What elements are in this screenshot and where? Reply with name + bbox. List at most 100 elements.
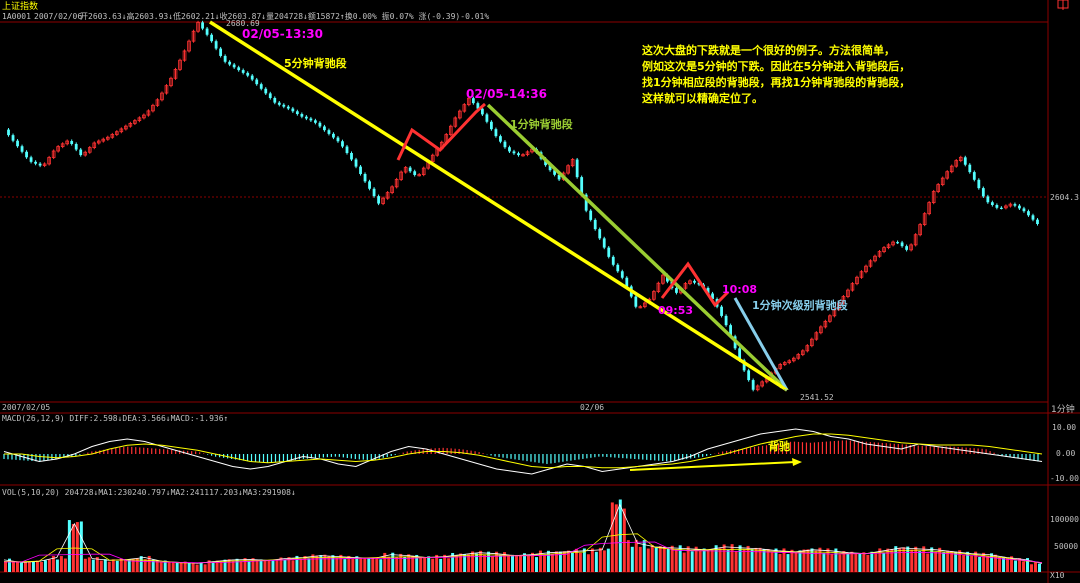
candle-down	[264, 88, 268, 94]
candle-up	[56, 146, 60, 152]
volume-bar	[782, 548, 786, 572]
candle-down	[359, 166, 362, 174]
volume-bar	[902, 547, 906, 572]
volume-bar	[938, 547, 942, 572]
volume-bar	[519, 555, 522, 572]
candle-down	[286, 106, 290, 109]
volume-bar	[115, 560, 119, 572]
volume-bar	[766, 549, 770, 572]
volume-bar	[1014, 560, 1018, 572]
volume-bar	[523, 553, 526, 572]
candle-down	[589, 210, 593, 220]
diff-line	[3, 428, 1043, 475]
candle-up	[169, 77, 173, 87]
volume-bar	[383, 552, 387, 572]
volume-bar	[223, 559, 227, 572]
candle-up	[927, 202, 931, 215]
volume-bar	[239, 561, 243, 572]
volume-bar	[574, 548, 578, 572]
volume-bar	[395, 557, 399, 572]
candle-up	[922, 213, 927, 225]
candle-down	[291, 108, 295, 112]
explanation-note: 这次大盘的下跌就是一个很好的例子。方法很简单， 例如这次是5分钟的下跌。因此在5…	[642, 43, 910, 105]
volume-bar	[403, 556, 407, 572]
volume-bar	[87, 557, 91, 572]
volume-bar	[387, 556, 391, 572]
candle-down	[363, 173, 367, 182]
volume-bar	[834, 548, 838, 572]
candle-up	[42, 163, 47, 166]
candle-up	[417, 174, 421, 177]
low-price-label: 2541.52	[800, 393, 834, 402]
volume-bar	[167, 561, 171, 572]
candle-up	[155, 99, 160, 106]
volume-bar	[954, 551, 958, 572]
candle-up	[1004, 205, 1008, 209]
candle-down	[575, 159, 579, 178]
volume-bar	[7, 558, 11, 572]
volume-bar	[175, 561, 179, 572]
candle-down	[972, 172, 976, 180]
candle-up	[805, 345, 810, 352]
candle-down	[548, 165, 552, 171]
volume-bar	[363, 557, 367, 572]
volume-bar	[686, 546, 690, 572]
candle-up	[119, 128, 124, 133]
volume-bar	[846, 553, 850, 572]
candle-up	[151, 104, 155, 112]
candle-up	[164, 85, 169, 94]
candle-down	[625, 277, 629, 287]
volume-bar	[499, 555, 503, 572]
candle-up	[83, 151, 88, 156]
candle-down	[999, 207, 1003, 209]
quote-date: 2007/02/06	[34, 12, 82, 21]
candle-up	[945, 171, 950, 179]
volume-bar	[123, 559, 127, 572]
right-price-label: 2604.3	[1050, 193, 1079, 202]
volume-bar	[443, 554, 447, 572]
volume-bar	[119, 558, 123, 572]
candle-down	[1031, 215, 1035, 220]
volume-bar	[375, 557, 379, 572]
volume-bar	[399, 553, 403, 572]
candle-down	[372, 188, 376, 197]
candle-up	[688, 280, 692, 285]
volume-bar	[826, 548, 830, 572]
corner-marker-icon	[1057, 0, 1069, 9]
volume-bar	[107, 561, 111, 572]
volume-bar	[495, 551, 499, 572]
volume-bar	[646, 548, 650, 572]
volume-bar	[479, 550, 483, 572]
volume-bar	[726, 549, 730, 572]
candle-up	[101, 138, 106, 142]
volume-bar	[183, 561, 187, 572]
candle-up	[954, 160, 959, 167]
candle-down	[79, 149, 83, 156]
volume-bar	[702, 548, 706, 572]
candle-down	[350, 153, 353, 160]
volume-bar	[910, 549, 914, 572]
volume-bar	[778, 553, 782, 572]
volume-bar	[215, 560, 219, 572]
candle-up	[882, 247, 886, 252]
candle-up	[832, 309, 837, 317]
candle-up	[458, 110, 462, 119]
candle-down	[896, 242, 899, 244]
candle-down	[620, 271, 624, 278]
candle-up	[390, 186, 394, 194]
candle-up	[182, 50, 187, 61]
volume-bar	[219, 561, 223, 572]
volume-bar	[139, 556, 143, 572]
volume-bar	[423, 557, 427, 572]
volume-bar	[678, 545, 682, 572]
volume-bar	[870, 551, 874, 572]
candle-down	[503, 141, 507, 148]
candle-up	[137, 117, 142, 122]
period-label[interactable]: 1分钟	[1051, 403, 1075, 415]
volume-bar	[606, 548, 610, 572]
arrow-head-icon	[775, 380, 789, 390]
volume-bar	[610, 502, 614, 572]
volume-bar	[99, 560, 103, 572]
volume-bar	[171, 561, 175, 572]
